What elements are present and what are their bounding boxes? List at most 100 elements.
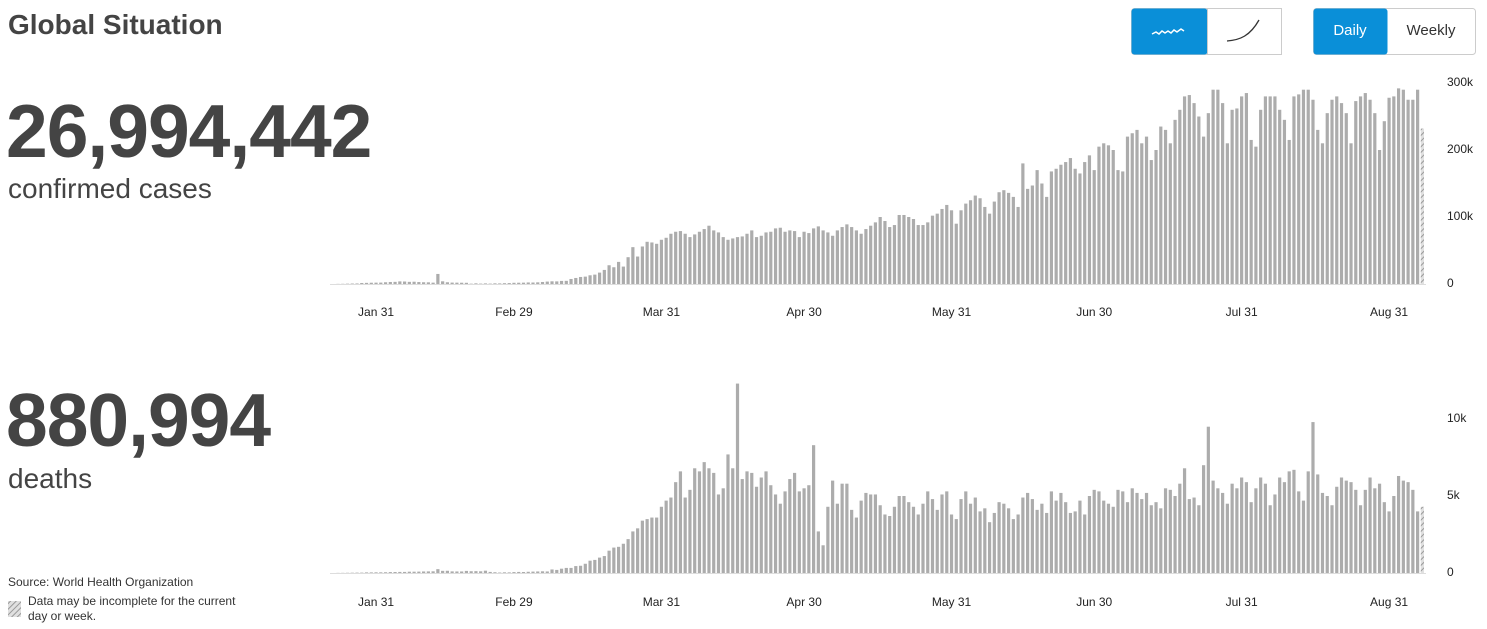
x-tick-label: Mar 31 xyxy=(643,595,681,609)
bar xyxy=(569,278,573,284)
bar xyxy=(1368,99,1372,284)
bar xyxy=(973,195,977,284)
bar xyxy=(716,494,721,573)
bar xyxy=(502,283,507,284)
bar xyxy=(1159,508,1163,573)
bar xyxy=(1144,492,1149,573)
bar xyxy=(564,280,568,284)
bar xyxy=(726,454,730,573)
daily-button[interactable] xyxy=(1313,8,1388,55)
bar xyxy=(693,234,697,284)
bar xyxy=(973,497,977,573)
bar xyxy=(1230,109,1234,284)
bar xyxy=(559,280,564,284)
bar xyxy=(1201,136,1206,284)
bar xyxy=(407,571,411,573)
bar xyxy=(1297,94,1301,284)
y-tick-label: 10k xyxy=(1447,411,1467,425)
daily-label[interactable]: Daily xyxy=(1333,22,1367,39)
bar xyxy=(1206,113,1210,285)
bar xyxy=(1102,143,1106,284)
bar xyxy=(1083,162,1087,284)
bar xyxy=(1358,505,1363,573)
bar xyxy=(1306,89,1310,284)
bar xyxy=(1078,173,1082,284)
bar xyxy=(773,228,778,284)
bar xyxy=(1125,502,1130,573)
bar xyxy=(388,572,392,573)
bar xyxy=(355,283,359,284)
bar xyxy=(597,272,602,284)
bar xyxy=(450,571,454,573)
bar xyxy=(1135,129,1139,284)
bar xyxy=(374,572,378,573)
bar xyxy=(1249,139,1253,284)
bar xyxy=(797,491,801,573)
bar xyxy=(512,282,516,284)
bar xyxy=(683,233,687,284)
bar xyxy=(1249,502,1253,573)
bar xyxy=(640,520,644,573)
bar xyxy=(469,571,473,573)
bar xyxy=(1159,126,1163,284)
bar xyxy=(1335,486,1339,573)
bar xyxy=(740,236,744,284)
bar xyxy=(759,235,763,284)
bar xyxy=(398,281,402,284)
bar xyxy=(1387,511,1391,573)
deaths-label: deaths xyxy=(8,463,92,494)
bar xyxy=(859,500,863,573)
bar xyxy=(1092,170,1096,284)
bar xyxy=(1116,170,1120,284)
bar xyxy=(1178,483,1182,573)
bar xyxy=(1040,503,1044,573)
bar xyxy=(612,547,616,573)
cumulative-style-button[interactable] xyxy=(1207,8,1282,55)
bar xyxy=(493,283,497,284)
bar xyxy=(536,571,540,573)
bar xyxy=(835,503,839,573)
bar xyxy=(1154,502,1158,573)
bar xyxy=(402,571,407,573)
bar xyxy=(1259,477,1263,573)
bar xyxy=(1068,512,1073,573)
weekly-label[interactable]: Weekly xyxy=(1407,22,1456,39)
bar xyxy=(583,276,587,284)
bar xyxy=(1011,519,1015,573)
bar xyxy=(964,203,968,284)
bar xyxy=(650,242,654,284)
bar xyxy=(726,239,730,284)
x-tick-label: Mar 31 xyxy=(643,305,681,319)
bar xyxy=(626,539,630,573)
bar xyxy=(1054,500,1058,573)
bar xyxy=(1363,93,1367,284)
bar xyxy=(1382,502,1386,573)
bar xyxy=(545,281,549,284)
bar xyxy=(1382,121,1386,284)
bar xyxy=(792,231,797,284)
bar xyxy=(883,221,887,284)
bar xyxy=(1064,502,1068,573)
bar xyxy=(1282,119,1287,284)
bar xyxy=(745,233,749,284)
x-tick-label: Jul 31 xyxy=(1226,595,1258,609)
bar xyxy=(802,231,806,284)
bar xyxy=(393,571,397,573)
bar xyxy=(783,491,787,573)
bar xyxy=(431,571,435,573)
bar xyxy=(1297,491,1301,573)
bar xyxy=(1006,508,1011,573)
bar xyxy=(735,237,740,284)
bar xyxy=(816,226,820,284)
bar xyxy=(1026,492,1030,573)
bar xyxy=(1130,133,1134,284)
bar xyxy=(897,214,901,284)
bar xyxy=(1087,155,1092,284)
bar xyxy=(873,222,878,284)
bar xyxy=(1011,196,1015,284)
bar xyxy=(1392,96,1396,285)
bar xyxy=(983,508,987,573)
x-tick-label: Feb 29 xyxy=(495,305,533,319)
bar xyxy=(1192,103,1196,284)
